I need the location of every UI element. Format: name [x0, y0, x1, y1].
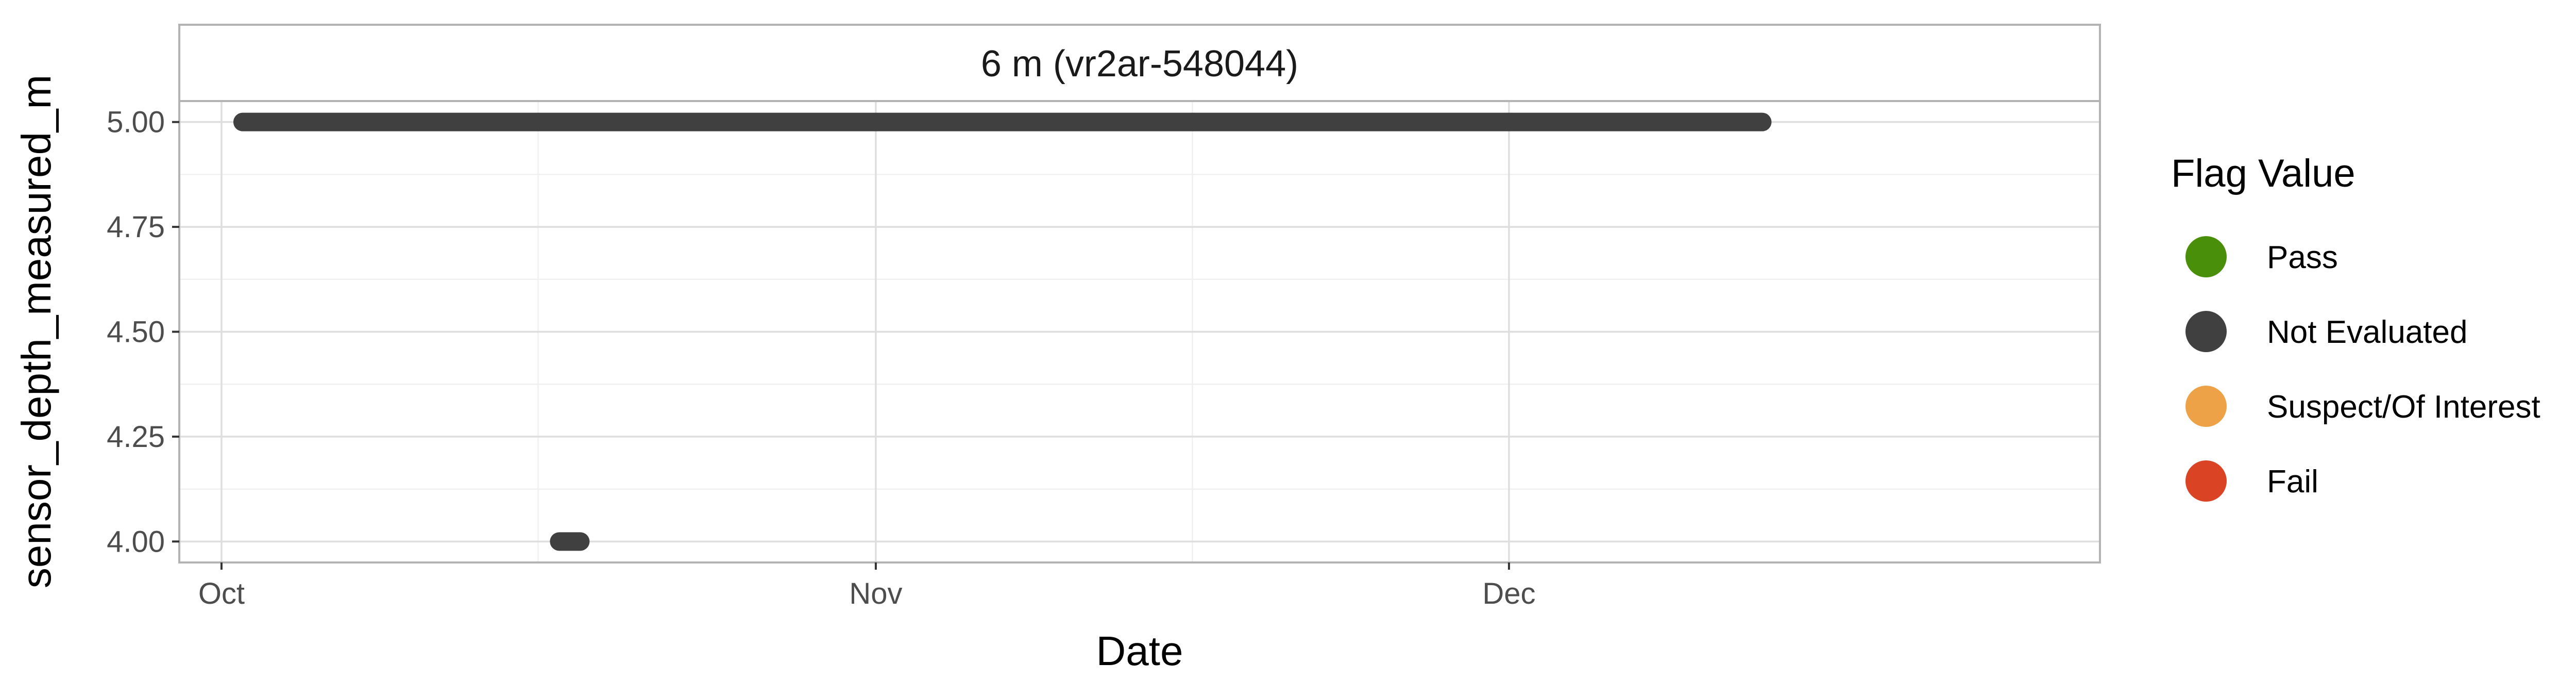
y-tick-label: 4.75	[107, 210, 165, 244]
legend-entry-label: Not Evaluated	[2267, 314, 2467, 350]
legend-key-marker	[2185, 311, 2227, 352]
y-axis: 4.00 4.25 4.50 4.75 5.00	[107, 106, 179, 558]
legend-entry-label: Suspect/Of Interest	[2267, 389, 2540, 425]
legend-key-marker	[2185, 460, 2227, 502]
x-tick-label: Dec	[1482, 577, 1535, 610]
y-axis-title: sensor_depth_measured_m	[13, 75, 59, 588]
y-tick-label: 4.00	[107, 525, 165, 558]
data-points	[233, 112, 1772, 551]
y-tick-label: 4.25	[107, 420, 165, 454]
x-tick-label: Nov	[849, 577, 902, 610]
y-tick-label: 5.00	[107, 106, 165, 139]
facet-strip-background	[178, 24, 2101, 102]
facet-strip: 6 m (vr2ar-548044)	[178, 24, 2101, 102]
legend-key-marker	[2185, 386, 2227, 427]
legend: Flag Value Pass Not Evaluated Suspect/Of I…	[2171, 152, 2540, 502]
legend-title: Flag Value	[2171, 152, 2355, 195]
facet-label: 6 m (vr2ar-548044)	[981, 43, 1298, 85]
legend-entry-label: Fail	[2267, 464, 2318, 500]
y-tick-label: 4.50	[107, 316, 165, 349]
legend-entries: Pass Not Evaluated Suspect/Of Interest Fail	[2185, 236, 2540, 502]
legend-entry-label: Pass	[2267, 240, 2338, 275]
x-axis: Oct Nov Dec	[198, 562, 1536, 610]
legend-key-marker	[2185, 236, 2227, 277]
x-tick-label: Oct	[198, 577, 245, 610]
x-axis-title: Date	[1096, 628, 1183, 674]
grid-lines	[179, 101, 2100, 562]
